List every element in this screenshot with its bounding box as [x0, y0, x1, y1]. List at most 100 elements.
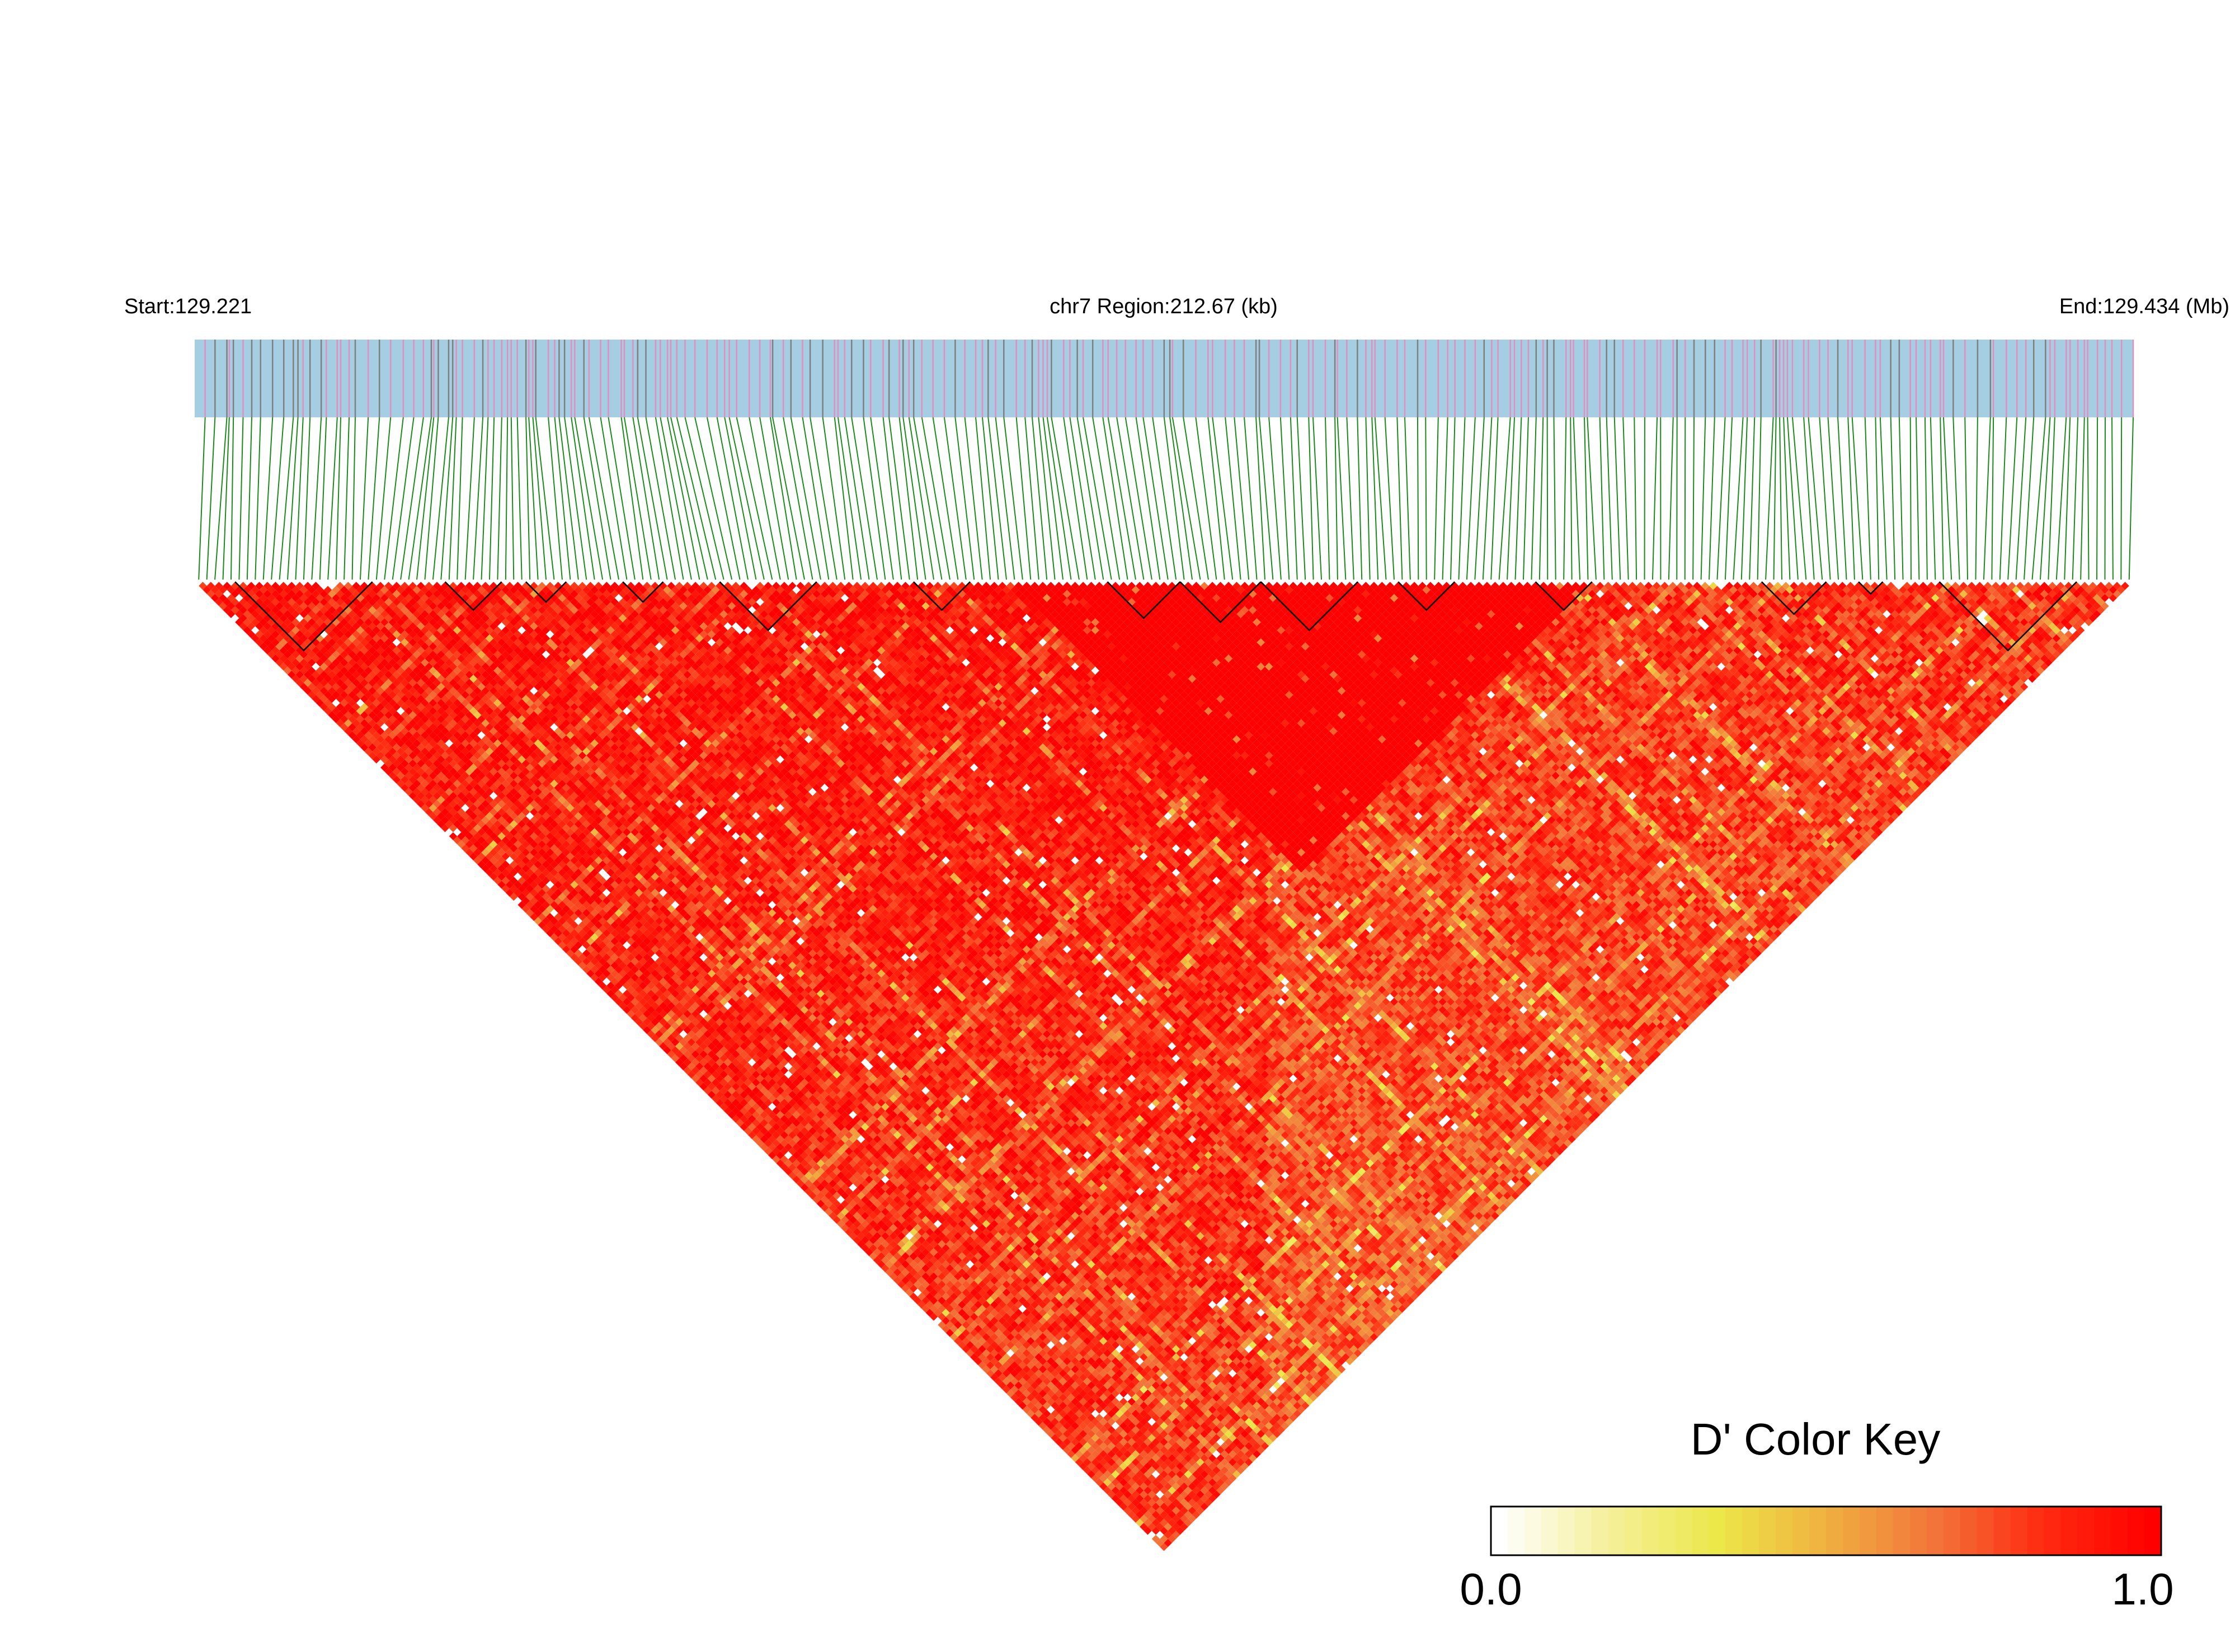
connector-line	[223, 417, 229, 580]
connector-line	[1899, 417, 1903, 580]
connector-line	[835, 417, 853, 580]
connector-line	[526, 417, 530, 580]
connector-line	[1004, 417, 1023, 580]
connector-line	[533, 417, 546, 580]
connector-line	[465, 417, 474, 580]
connector-line	[1017, 417, 1031, 580]
connector-line	[584, 417, 611, 580]
connector-line	[717, 417, 748, 580]
connector-line	[1451, 417, 1455, 580]
connector-line	[2016, 417, 2026, 580]
connector-line	[1554, 417, 1555, 580]
connector-line	[601, 417, 627, 580]
connector-line	[511, 417, 514, 580]
connector-line	[845, 417, 869, 580]
connector-line	[1108, 417, 1136, 580]
snp-connector-lines	[199, 417, 2133, 580]
connector-line	[1809, 417, 1823, 580]
connector-line	[1405, 417, 1410, 580]
connector-line	[199, 417, 205, 580]
connector-line	[336, 417, 341, 580]
connector-line	[1357, 417, 1362, 580]
connector-line	[1607, 417, 1612, 580]
connector-line	[1297, 417, 1305, 580]
connector-line	[449, 417, 457, 580]
connector-line	[231, 417, 233, 580]
connector-line	[1540, 417, 1543, 580]
connector-line	[490, 417, 494, 580]
connector-line	[1467, 417, 1475, 580]
connector-line	[955, 417, 974, 580]
connector-line	[247, 417, 252, 580]
connector-line	[2048, 417, 2054, 580]
connector-line	[1725, 417, 1732, 580]
connector-line	[633, 417, 659, 580]
connector-line	[1584, 417, 1588, 580]
connector-line	[1475, 417, 1484, 580]
connector-line	[1531, 417, 1536, 580]
connector-line	[1891, 417, 1895, 580]
connector-line	[646, 417, 676, 580]
connector-line	[1196, 417, 1216, 580]
connector-line	[1443, 417, 1448, 580]
connector-line	[1804, 417, 1814, 580]
connector-line	[1733, 417, 1743, 580]
connector-line	[1570, 417, 1571, 580]
connector-line	[1564, 417, 1566, 580]
connector-line	[1758, 417, 1761, 580]
connector-line	[2024, 417, 2034, 580]
connector-line	[433, 417, 449, 580]
connector-line	[1880, 417, 1887, 580]
connector-line	[783, 417, 812, 580]
connector-line	[2040, 417, 2050, 580]
connector-line	[1032, 417, 1047, 580]
connector-line	[441, 417, 453, 580]
connector-line	[1766, 417, 1773, 580]
connector-line	[328, 417, 337, 580]
connector-line	[377, 417, 390, 580]
connector-line	[1313, 417, 1321, 580]
connector-line	[239, 417, 243, 580]
connector-line	[1984, 417, 1991, 580]
connector-line	[393, 417, 414, 580]
connector-line	[677, 417, 716, 580]
connector-line	[1256, 417, 1265, 580]
connector-line	[1038, 417, 1055, 580]
connector-line	[320, 417, 327, 580]
connector-line	[944, 417, 966, 580]
connector-line	[2073, 417, 2078, 580]
connector-line	[575, 417, 603, 580]
connector-line	[1742, 417, 1747, 580]
connector-line	[1397, 417, 1402, 580]
connector-line	[965, 417, 982, 580]
connector-line	[1717, 417, 1725, 580]
connector-line	[1434, 417, 1438, 580]
connector-line	[1325, 417, 1329, 580]
connector-line	[517, 417, 522, 580]
connector-line	[1291, 417, 1297, 580]
connector-line	[360, 417, 368, 580]
connector-line	[608, 417, 634, 580]
connector-line	[536, 417, 554, 580]
connector-line	[368, 417, 379, 580]
connector-line	[2112, 417, 2113, 580]
connector-line	[1281, 417, 1289, 580]
connector-line	[1819, 417, 1830, 580]
connector-line	[215, 417, 227, 580]
connector-line	[1385, 417, 1394, 580]
connector-line	[685, 417, 723, 580]
connector-line	[1693, 417, 1694, 580]
connector-line	[2081, 417, 2085, 580]
connector-line	[312, 417, 321, 580]
connector-line	[482, 417, 488, 580]
connector-line	[1944, 417, 1951, 580]
connector-line	[1792, 417, 1806, 580]
connector-line	[1070, 417, 1095, 580]
connector-line	[1865, 417, 1871, 580]
connector-line	[1838, 417, 1846, 580]
connector-line	[1025, 417, 1039, 580]
connector-line	[1587, 417, 1596, 580]
connector-line	[1225, 417, 1240, 580]
connector-line	[457, 417, 462, 580]
connector-line	[1992, 417, 1993, 580]
